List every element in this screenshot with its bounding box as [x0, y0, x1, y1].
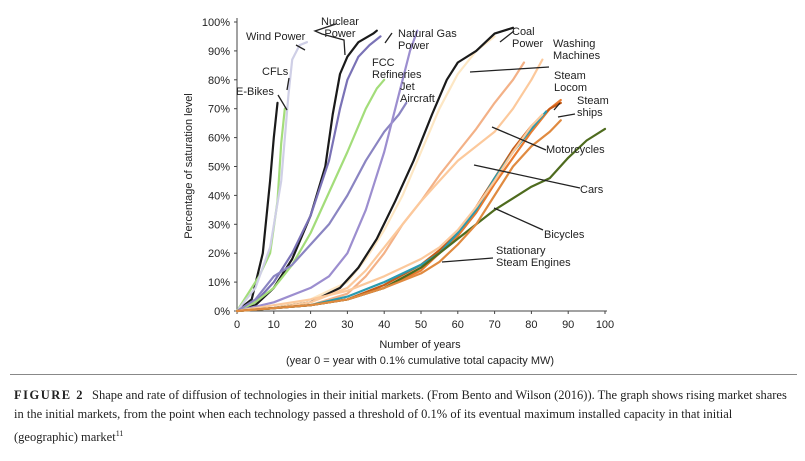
series-line-7	[235, 29, 419, 313]
annotation-label: Aircraft	[400, 93, 435, 105]
x-tick-label: 100	[596, 319, 614, 331]
x-tick-label: 30	[341, 319, 353, 331]
annotation-label: Jet	[400, 81, 415, 93]
x-tick-label: 90	[562, 319, 574, 331]
caption-text: Shape and rate of diffusion of technolog…	[14, 388, 787, 445]
x-tick-label: 50	[415, 319, 427, 331]
y-tick-label: 40%	[208, 190, 230, 202]
x-tick-label: 40	[378, 319, 390, 331]
y-tick-label: 20%	[208, 248, 230, 260]
annotation-label: Power	[324, 28, 356, 40]
series-line-0	[235, 101, 279, 313]
series-line-6	[235, 101, 408, 313]
annotation-label: Stationary	[496, 245, 546, 257]
x-axis-sublabel: (year 0 = year with 0.1% cumulative tota…	[286, 355, 554, 367]
series-line-16	[235, 127, 607, 313]
x-tick-label: 60	[452, 319, 464, 331]
x-tick-label: 20	[304, 319, 316, 331]
series-line-15	[235, 113, 544, 313]
series-line-17	[235, 119, 562, 313]
diffusion-chart: 0% 10% 20% 30% 40% 50% 60% 70% 80% 90% 100% 0 10 20 30…	[183, 16, 614, 367]
caption-divider	[10, 374, 797, 375]
y-tick-label: 50%	[208, 162, 230, 174]
annotation-label: Motorcycles	[546, 144, 605, 156]
annotation-label: Cars	[580, 184, 604, 196]
x-axis-label: Number of years	[379, 339, 461, 351]
annotation-label: ships	[577, 107, 603, 119]
y-tick-label: 0%	[214, 306, 230, 318]
annotation-pointer	[473, 164, 581, 189]
annotation-label: Power	[512, 38, 544, 50]
x-tick-label: 80	[525, 319, 537, 331]
y-tick-label: 10%	[208, 277, 230, 289]
annotation-pointer	[277, 94, 288, 111]
annotation-pointer	[499, 30, 515, 43]
annotation-label: Steam	[577, 95, 609, 107]
annotation-label: Bicycles	[544, 229, 585, 241]
annotation-label: FCC	[372, 57, 395, 69]
annotation-label: Steam Engines	[496, 257, 571, 269]
annotation-pointer	[295, 44, 306, 51]
y-tick-label: 30%	[208, 219, 230, 231]
annotation-pointer	[553, 102, 561, 111]
y-tick-label: 60%	[208, 133, 230, 145]
series-line-2	[235, 41, 308, 313]
y-tick-label: 90%	[208, 46, 230, 58]
annotation-label: Coal	[512, 26, 535, 38]
annotation-label: Steam	[554, 70, 586, 82]
annotation-pointer	[469, 66, 550, 73]
annotation-label: CFLs	[262, 66, 289, 78]
y-axis-label: Percentage of saturation level	[183, 93, 195, 239]
annotation-label: Locom	[554, 82, 587, 94]
caption-footnote: 11	[115, 429, 124, 438]
annotation-label: E-Bikes	[236, 86, 274, 98]
series-line-1	[235, 107, 286, 313]
x-tick-label: 10	[268, 319, 280, 331]
annotation-pointer	[557, 113, 576, 118]
annotation-pointer	[493, 207, 544, 231]
annotation-pointer	[313, 23, 346, 56]
series-line-4	[235, 35, 382, 313]
annotation-pointer	[384, 32, 393, 44]
annotation-label: Machines	[553, 50, 601, 62]
annotation-label: Nuclear	[321, 16, 359, 28]
series-line-5	[235, 78, 386, 313]
y-tick-label: 80%	[208, 75, 230, 87]
annotation-label: Refineries	[372, 69, 422, 81]
annotation-label: Natural Gas	[398, 28, 457, 40]
annotation-label: Wind Power	[246, 31, 306, 43]
figure-label: FIGURE 2	[14, 388, 84, 402]
x-tick-label: 70	[488, 319, 500, 331]
annotation-pointer	[491, 126, 547, 151]
annotation-pointer	[286, 77, 290, 91]
y-tick-label: 100%	[202, 17, 230, 29]
annotation-label: Washing	[553, 38, 595, 50]
x-tick-label: 0	[234, 319, 240, 331]
annotation-label: Power	[398, 40, 430, 52]
annotation-pointer	[441, 257, 494, 263]
figure-caption: FIGURE 2 Shape and rate of diffusion of t…	[14, 386, 794, 447]
y-tick-label: 70%	[208, 104, 230, 116]
